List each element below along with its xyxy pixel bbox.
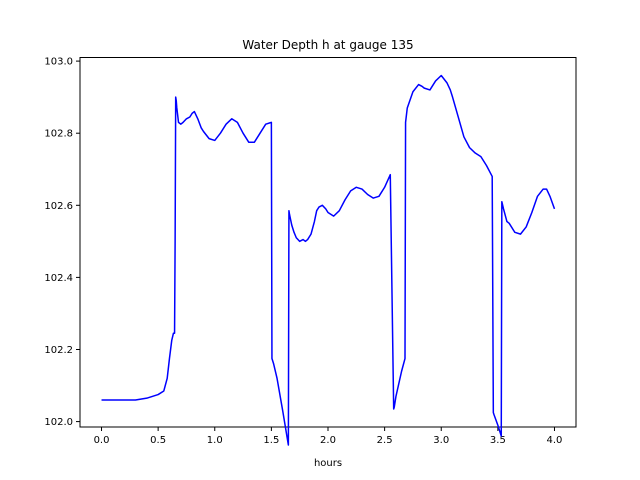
line-chart: Water Depth h at gauge 135 0.0 0.5 1.0 1.5 2… <box>0 0 640 480</box>
x-axis-label: hours <box>314 458 342 469</box>
chart-title: Water Depth h at gauge 135 <box>242 38 413 52</box>
x-tick-label: 4.0 <box>547 435 563 446</box>
series-line-water-depth <box>102 76 555 446</box>
y-tick-label: 102.2 <box>44 345 73 356</box>
y-tick-label: 102.0 <box>44 417 73 428</box>
y-tick-label: 102.8 <box>44 129 73 140</box>
x-tick-label: 2.0 <box>320 435 336 446</box>
y-tick-label: 102.4 <box>44 273 73 284</box>
y-axis: 102.0 102.2 102.4 102.6 102.8 103.0 <box>44 57 80 428</box>
x-axis: 0.0 0.5 1.0 1.5 2.0 2.5 3.0 3.5 4.0 <box>94 427 563 446</box>
x-tick-label: 1.5 <box>263 435 279 446</box>
x-tick-label: 0.5 <box>150 435 166 446</box>
x-tick-label: 0.0 <box>94 435 110 446</box>
x-tick-label: 1.0 <box>207 435 223 446</box>
x-tick-label: 3.0 <box>433 435 449 446</box>
y-tick-label: 103.0 <box>44 57 73 68</box>
y-tick-label: 102.6 <box>44 201 73 212</box>
x-tick-label: 2.5 <box>377 435 393 446</box>
x-tick-label: 3.5 <box>490 435 506 446</box>
